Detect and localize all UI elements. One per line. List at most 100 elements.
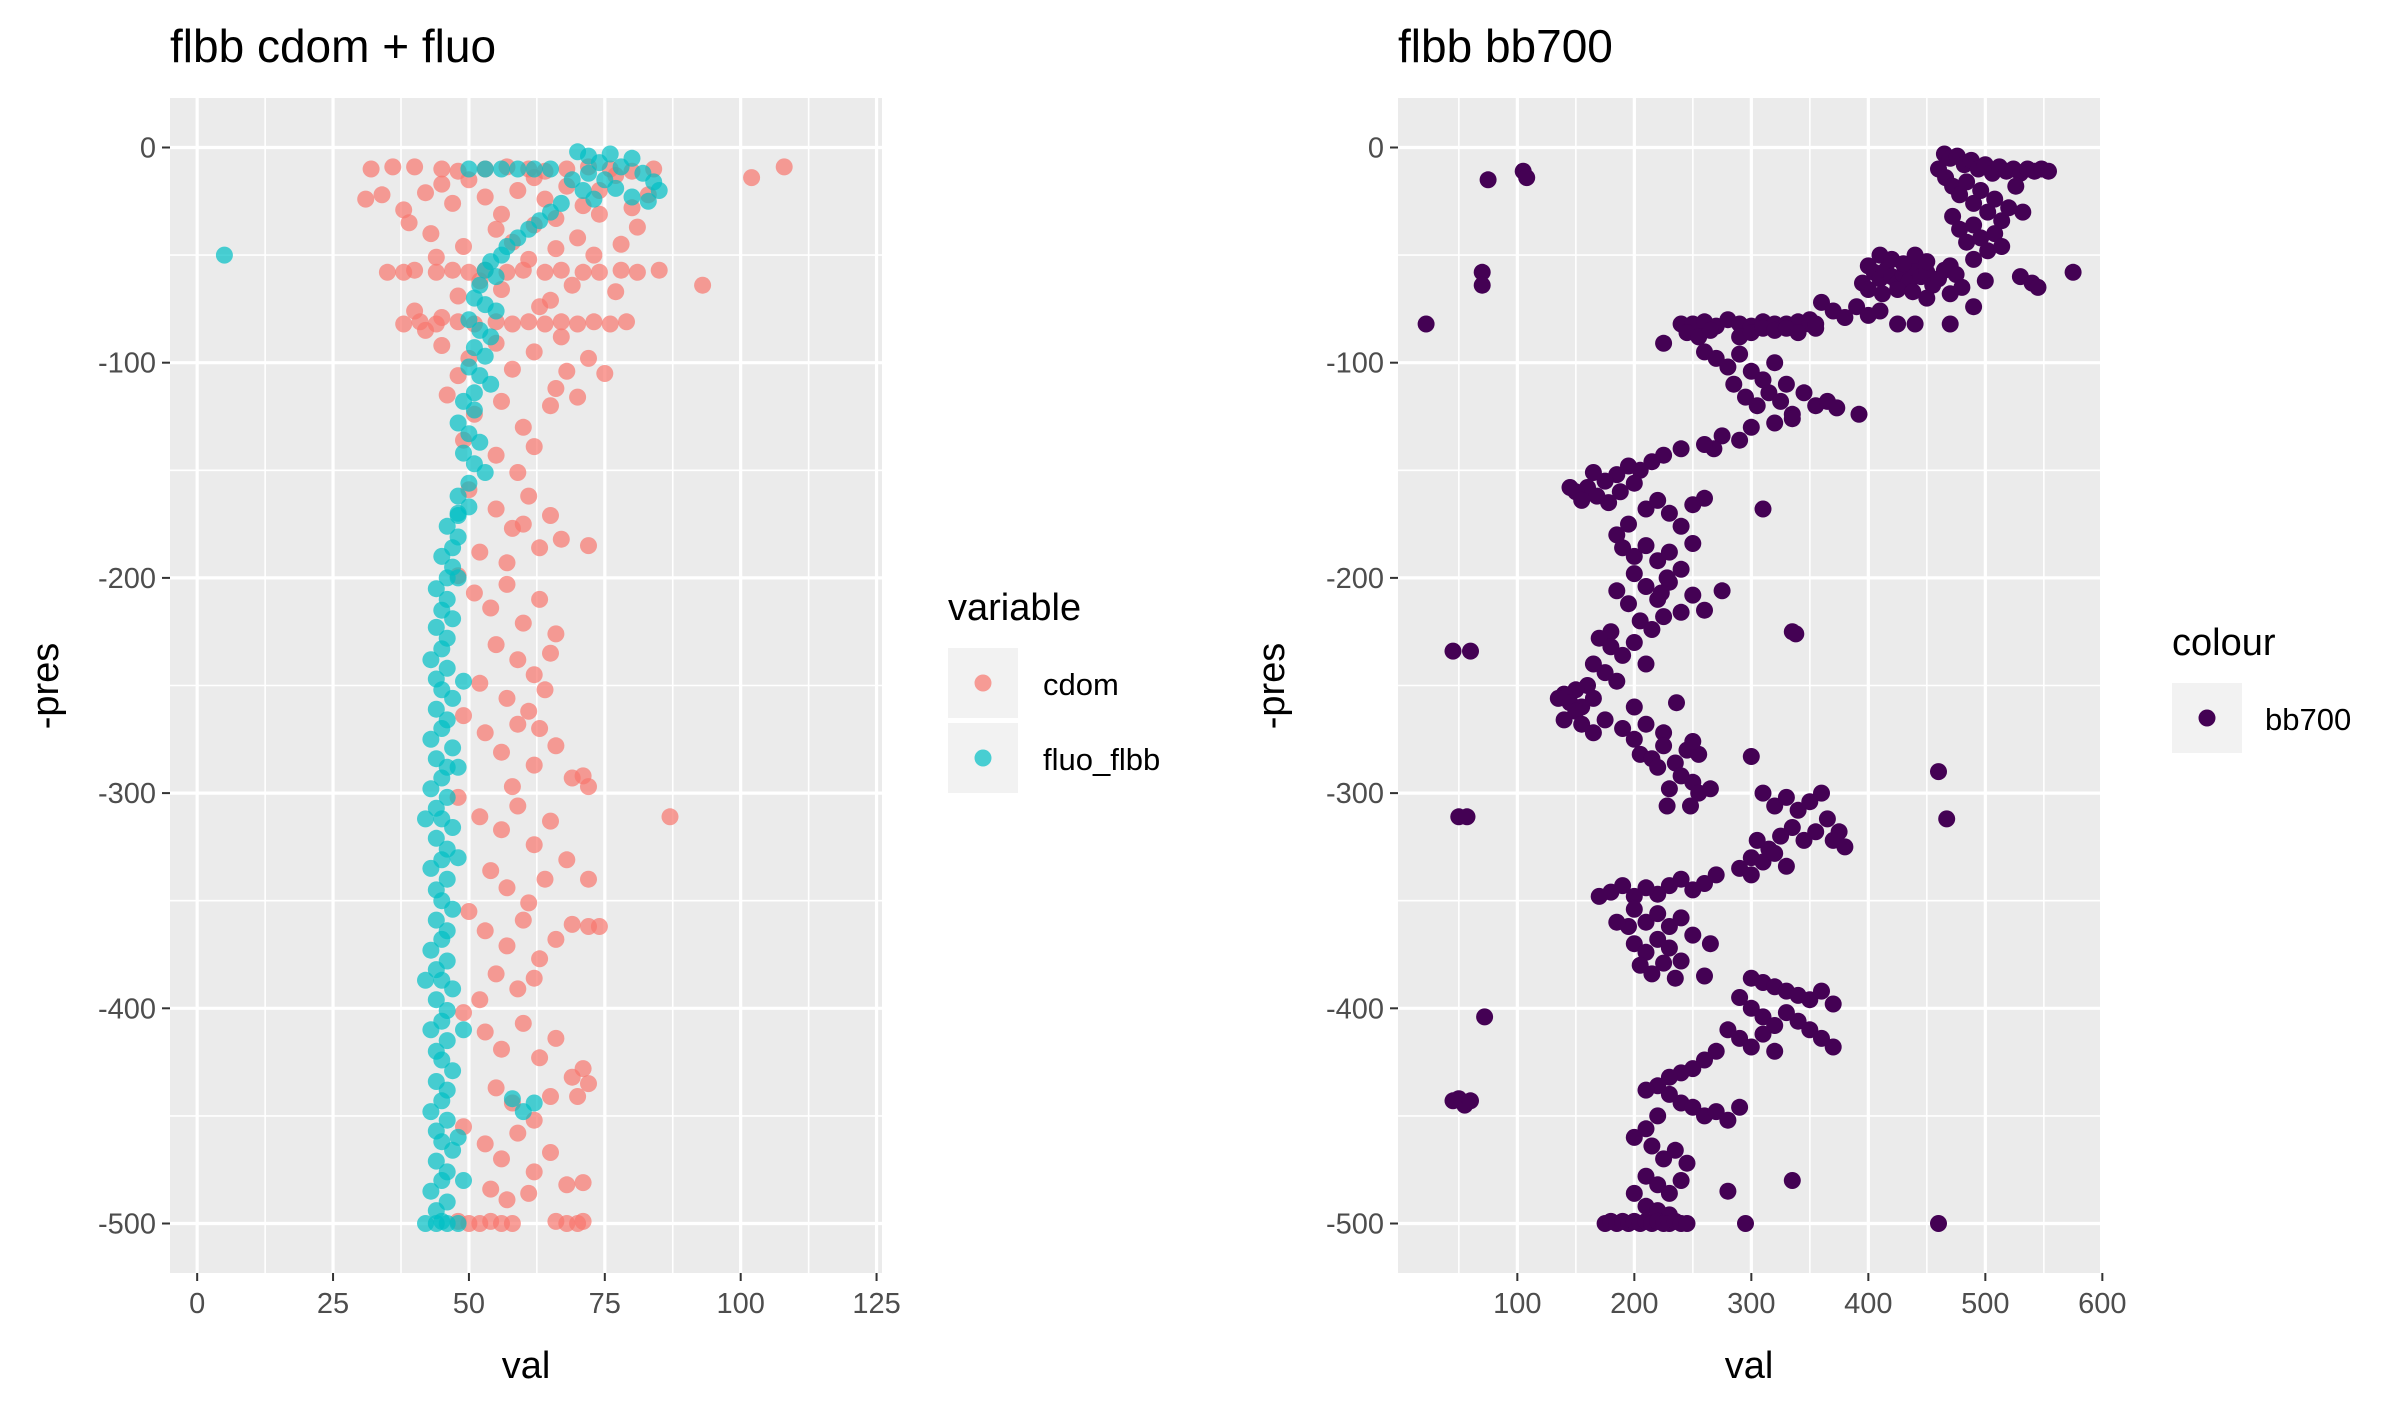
point-bb700 [1965,216,1983,234]
point-bb700 [1637,537,1655,555]
point-cdom [378,263,396,281]
point-bb700 [1684,1098,1702,1116]
point-bb700 [1906,315,1924,333]
panel-title: flbb bb700 [1398,20,1613,72]
point-bb700 [1660,1068,1678,1086]
point-bb700 [1596,664,1614,682]
point-cdom [487,446,505,464]
point-cdom [503,360,521,378]
point-bb700 [1658,569,1676,587]
point-fluo-flbb [580,164,597,182]
point-fluo-flbb [422,780,440,798]
point-fluo-flbb [422,859,440,877]
point-bb700 [1444,642,1462,660]
point-bb700 [1795,384,1813,402]
point-bb700 [1813,293,1830,311]
point-cdom [509,182,527,199]
tick-labels: 0 25 50 75 100 125 -500 -400 -300 -200 -100 0 [98,132,901,1320]
point-bb700 [1473,263,1491,281]
legend-title: colour [2172,622,2276,664]
point-bb700 [1828,399,1846,417]
point-bb700 [1958,173,1976,191]
point-bb700 [1625,565,1643,583]
point-bb700 [1643,965,1661,983]
point-fluo-flbb [476,464,494,481]
point-fluo-flbb [449,849,467,867]
point-bb700 [1930,763,1947,781]
point-bb700 [1696,967,1713,985]
point-bb700 [1731,1029,1749,1047]
point-bb700 [1608,672,1626,690]
point-cdom [427,248,445,266]
point-fluo-flbb [444,1141,462,1159]
point-cdom [498,1191,516,1209]
point-cdom [574,1174,592,1192]
point-bb700 [1742,866,1760,884]
point-cdom [498,554,516,572]
point-bb700 [1889,281,1907,298]
point-bb700 [1737,388,1754,406]
point-cdom [536,315,554,333]
point-cdom [422,225,440,243]
point-fluo-flbb [438,659,456,677]
point-bb700 [1766,844,1784,862]
point-fluo-flbb [444,1062,462,1080]
point-cdom [547,737,565,755]
point-bb700 [1561,479,1579,496]
point-bb700 [1637,578,1655,595]
point-cdom [552,261,570,279]
point-fluo-flbb [607,179,625,197]
point-bb700 [1965,194,1983,212]
point-bb700 [1801,793,1819,811]
point-cdom [531,590,549,608]
point-bb700 [1660,543,1678,561]
point-fluo-flbb [438,870,456,888]
point-bb700 [1625,935,1643,953]
point-cdom [525,969,543,987]
point-bb700 [1731,1098,1749,1116]
point-fluo-flbb [427,1152,445,1170]
point-bb700 [1947,266,1965,283]
point-cdom [520,250,538,268]
point-bb700 [1783,1172,1801,1189]
point-cdom [417,321,434,339]
point-bb700 [1625,698,1643,716]
point-bb700 [1462,642,1479,660]
point-cdom [520,894,538,912]
point-bb700 [1672,909,1690,927]
point-cdom [514,418,532,436]
point-bb700 [1754,784,1772,802]
point-fluo-flbb [623,149,641,167]
point-cdom [433,175,451,193]
point-fluo-flbb [482,375,500,393]
point-bb700 [1643,621,1661,638]
point-bb700 [1824,1038,1842,1056]
gridlines [1398,98,2104,1273]
point-cdom [574,1212,592,1230]
point-bb700 [1660,918,1678,935]
point-cdom [395,315,413,333]
point-bb700 [1672,603,1690,621]
x-tick-label: 400 [1844,1288,1892,1320]
point-bb700 [1938,810,1956,828]
point-bb700 [1584,655,1602,673]
point-fluo-flbb [449,1215,467,1232]
x-tick-label: 600 [2078,1288,2126,1320]
point-cdom [514,1014,532,1032]
panel-bb700: flbb bb700 100 200 300 400 500 600 -500 -400 -30… [1251,20,2127,1387]
point-fluo-flbb [422,941,440,959]
point-bb700 [1993,238,2011,255]
point-cdom [536,190,554,208]
point-bb700 [1620,457,1637,475]
point-bb700 [1850,405,1868,423]
point-fluo-flbb [433,640,451,658]
point-cdom [406,261,424,279]
y-axis-title: -pres [1251,643,1293,730]
point-bb700 [1684,733,1702,750]
point-cdom [503,315,521,333]
point-cdom [433,337,451,354]
point-bb700 [1951,186,1969,204]
point-cdom [455,1004,472,1022]
point-bb700 [1813,1029,1830,1047]
point-fluo-flbb [427,829,445,847]
